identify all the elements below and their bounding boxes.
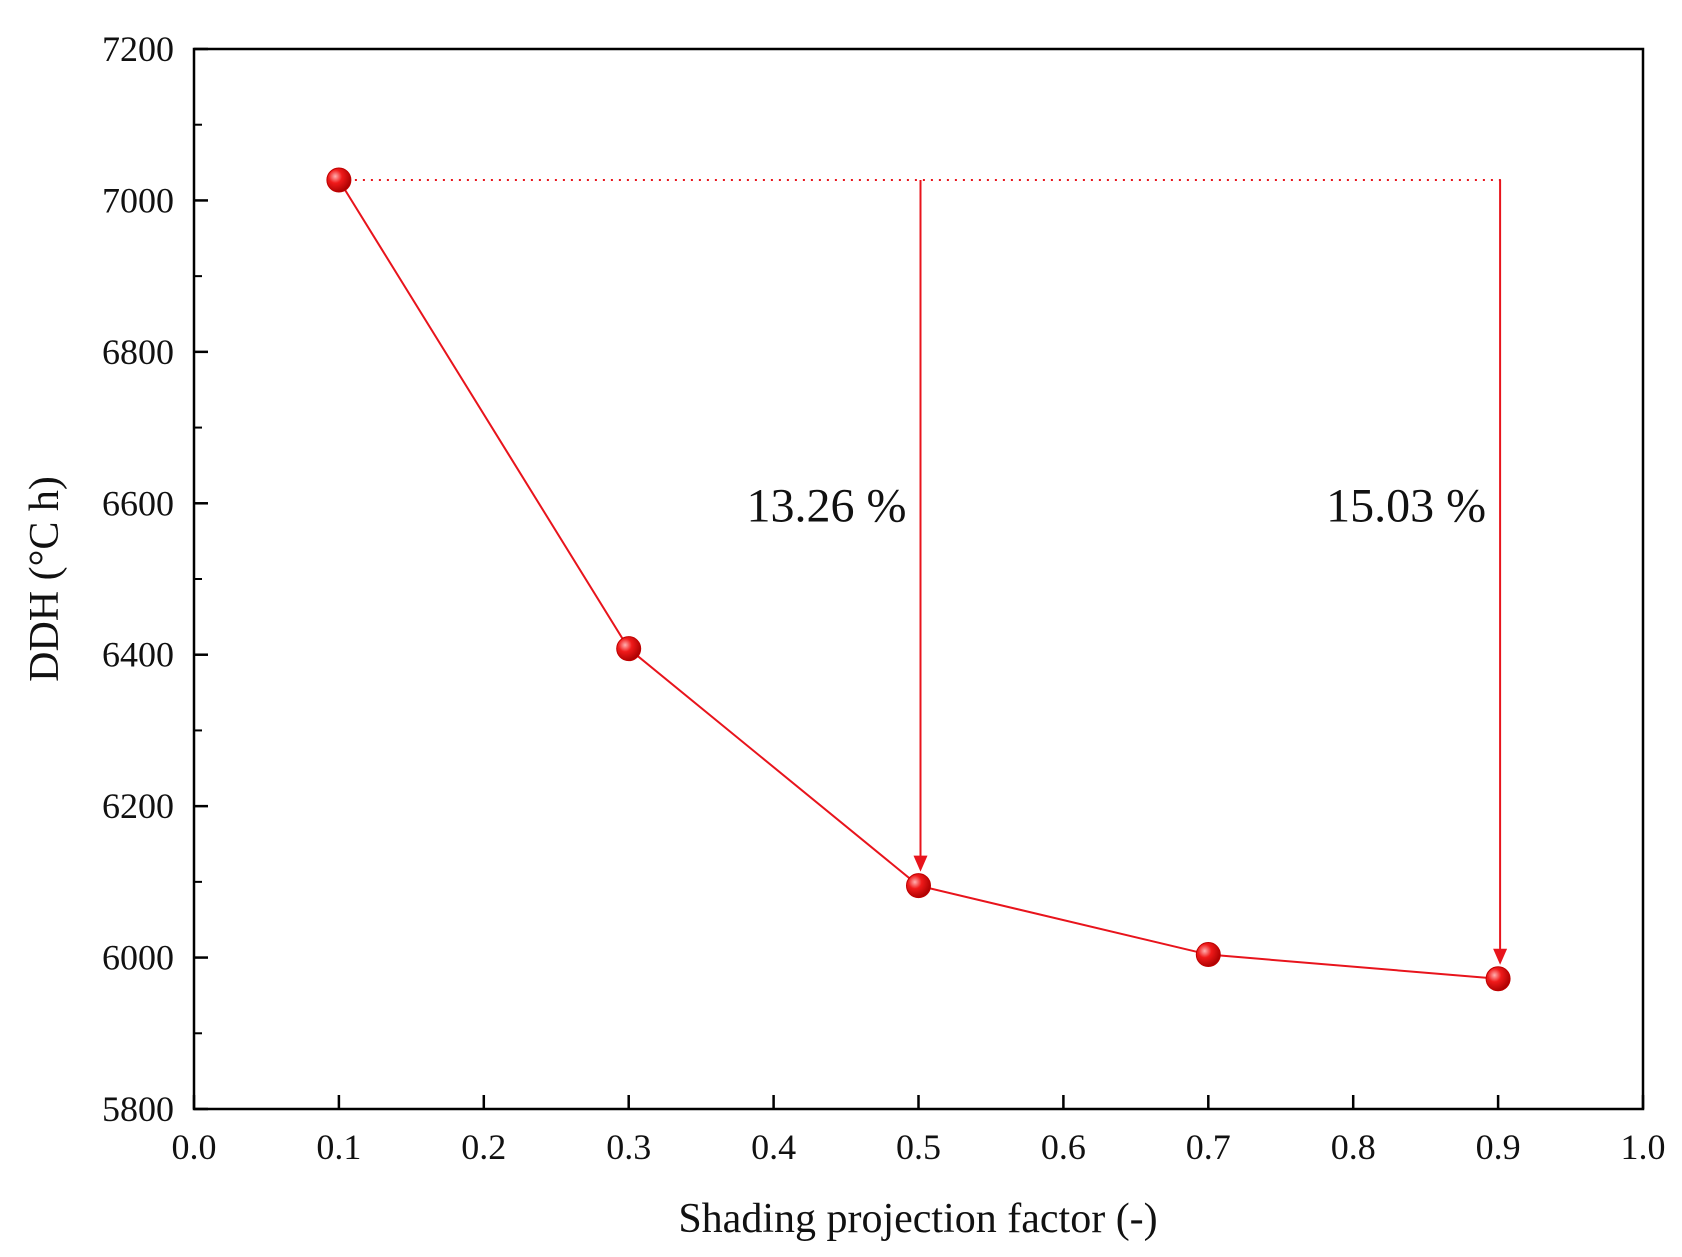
x-tick-label: 0.8 xyxy=(1331,1127,1376,1167)
data-point xyxy=(906,873,931,899)
x-axis-ticks: 0.0 0.1 0.2 0.3 0.4 0.5 0.6 0.7 0.8 0.9 1.0 xyxy=(172,1095,1666,1167)
data-point xyxy=(616,636,642,662)
y-tick-label: 7000 xyxy=(102,180,174,220)
series-group xyxy=(326,167,1511,992)
x-tick-label: 1.0 xyxy=(1621,1127,1666,1167)
y-tick-label: 6800 xyxy=(102,332,174,372)
annotation-label: 15.03 % xyxy=(1326,479,1486,532)
y-axis-title: DDH (°C h) xyxy=(22,476,68,682)
y-tick-label: 6200 xyxy=(102,786,174,826)
x-axis-title: Shading projection factor (-) xyxy=(678,1196,1157,1242)
y-tick-label: 5800 xyxy=(102,1089,174,1129)
annotation-label: 13.26 % xyxy=(747,479,907,532)
annotations-group: 13.26 % 15.03 % xyxy=(747,179,1508,965)
y-tick-label: 7200 xyxy=(102,29,174,69)
x-tick-label: 0.5 xyxy=(896,1127,941,1167)
y-axis-ticks: 5800 6000 6200 6400 6600 6800 7000 7200 xyxy=(102,29,208,1129)
data-point xyxy=(1485,966,1511,992)
data-point xyxy=(326,167,352,193)
x-tick-label: 0.9 xyxy=(1476,1127,1521,1167)
plot-frame xyxy=(192,47,1645,1111)
x-tick-label: 0.1 xyxy=(316,1127,361,1167)
x-tick-label: 0.6 xyxy=(1041,1127,1086,1167)
annotation-arrow-head xyxy=(913,855,928,872)
x-tick-label: 0.4 xyxy=(751,1127,796,1167)
y-tick-label: 6000 xyxy=(102,938,174,978)
y-tick-label: 6600 xyxy=(102,483,174,523)
x-tick-label: 0.0 xyxy=(172,1127,217,1167)
x-tick-label: 0.7 xyxy=(1186,1127,1231,1167)
y-tick-label: 6400 xyxy=(102,635,174,675)
data-point xyxy=(1195,942,1221,968)
x-tick-label: 0.3 xyxy=(606,1127,651,1167)
annotation-arrow-head xyxy=(1493,948,1508,965)
x-tick-label: 0.2 xyxy=(461,1127,506,1167)
